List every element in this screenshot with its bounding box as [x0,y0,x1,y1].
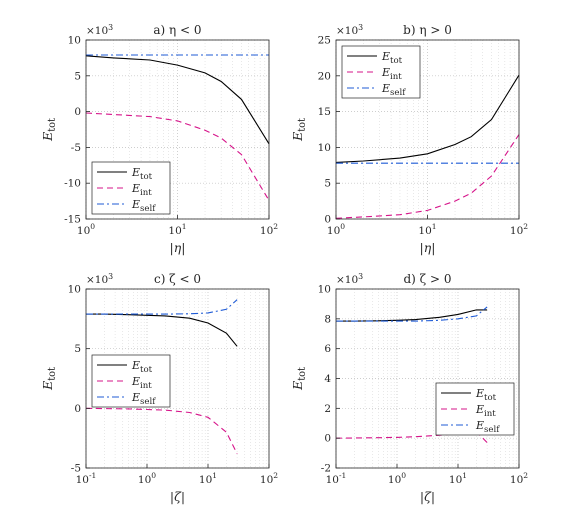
x-tick-label: 100 [388,471,406,486]
y-axis-label: Etot [40,118,58,142]
x-tick-label: 10-1 [76,471,97,486]
y-exponent-label: ×103 [336,23,363,37]
legend-label-e-tot: Etot [131,359,153,375]
series-line-e-int [85,112,270,201]
legend-label-e-self: Eself [131,198,156,214]
series-line-e-int [335,134,520,219]
y-tick-label: 10 [318,142,331,154]
series-line-e-self [336,306,488,322]
x-axis-label: |η| [420,240,436,255]
x-tick-label: 102 [260,471,278,486]
y-tick-label: 25 [318,35,331,47]
y-tick-label: 10 [318,284,331,296]
series-line-e-tot [335,74,520,163]
panel-title: a) η < 0 [153,23,201,37]
y-tick-label: 10 [68,284,81,296]
y-tick-label: 6 [324,343,331,355]
x-tick-label: 102 [510,471,528,486]
legend-label-e-self: Eself [475,419,500,435]
panel-title: d) ζ > 0 [404,272,452,286]
x-tick-label: 101 [168,222,186,237]
panel-title: c) ζ < 0 [154,272,201,286]
legend-label-e-int: Eint [131,375,152,391]
y-tick-label: 15 [318,106,331,118]
x-tick-label: 101 [449,471,467,486]
x-axis-label: |η| [170,240,186,255]
panel-title: b) η > 0 [403,23,452,37]
legend-box [341,45,421,99]
x-axis-label: |ζ| [170,489,185,504]
y-tick-label: 2 [324,403,331,415]
legend-box [91,161,171,215]
y-exponent-label: ×103 [336,272,363,286]
legend-box [435,382,515,436]
legend-label-e-tot: Etot [131,166,153,182]
y-tick-label: 0 [74,106,81,118]
x-tick-label: 101 [418,222,436,237]
y-tick-label: 10 [68,35,81,47]
legend-label-e-int: Eint [475,403,496,419]
x-tick-label: 102 [510,222,528,237]
y-tick-label: 8 [324,313,331,325]
series-line-e-tot [85,55,270,145]
axes-frame [85,288,270,469]
y-tick-label: -5 [71,463,81,475]
legend-label-e-int: Eint [131,182,152,198]
y-tick-label: -15 [64,214,81,226]
y-axis-label: Etot [40,367,58,391]
x-tick-label: 102 [260,222,278,237]
x-tick-label: 100 [77,222,95,237]
y-tick-label: 5 [74,343,81,355]
y-tick-label: -10 [64,178,81,190]
y-axis-label: Etot [290,118,308,142]
y-axis-label: Etot [290,367,308,391]
legend-box [91,354,171,408]
y-tick-label: -5 [71,142,81,154]
y-tick-label: 5 [74,70,81,82]
y-tick-label: 0 [74,403,81,415]
y-tick-label: 0 [324,214,331,226]
x-tick-label: 101 [199,471,217,486]
legend-label-e-self: Eself [131,391,156,407]
y-tick-label: -2 [321,463,331,475]
legend-label-e-self: Eself [381,82,406,98]
x-tick-label: 10-1 [326,471,347,486]
y-exponent-label: ×103 [86,272,113,286]
series-line-e-self [86,299,238,315]
x-tick-label: 100 [138,471,156,486]
y-tick-label: 5 [324,178,331,190]
legend-label-e-tot: Etot [475,387,497,403]
y-tick-label: 20 [318,70,331,82]
x-tick-label: 100 [327,222,345,237]
legend-label-e-tot: Etot [381,50,403,66]
x-axis-label: |ζ| [420,489,435,504]
y-tick-label: 4 [324,373,331,385]
y-exponent-label: ×103 [86,23,113,37]
y-tick-label: 0 [324,433,331,445]
legend-label-e-int: Eint [381,66,402,82]
